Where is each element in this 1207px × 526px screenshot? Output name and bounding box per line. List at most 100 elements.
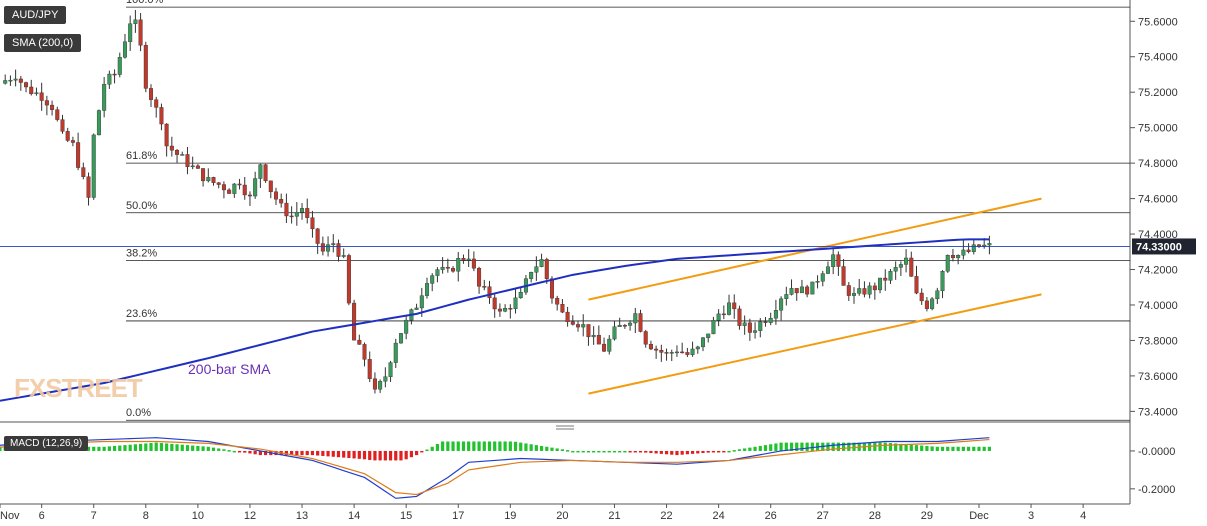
macd-histogram-bar <box>961 446 965 451</box>
candle-body <box>914 276 919 294</box>
macd-histogram-bar <box>966 446 971 451</box>
macd-histogram-bar <box>831 442 835 451</box>
time-tick-label: 27 <box>817 510 829 522</box>
candle-body <box>721 313 726 316</box>
candle-body <box>372 378 377 390</box>
price-tick-label: 74.2000 <box>1138 265 1178 277</box>
candle-body <box>263 164 268 182</box>
candle-body <box>628 322 633 326</box>
macd-histogram-bar <box>826 442 830 451</box>
time-tick-label: 20 <box>556 510 568 522</box>
candle-body <box>560 304 565 313</box>
candle-body <box>227 189 232 194</box>
candle-body <box>149 88 154 100</box>
candle-body <box>55 109 60 120</box>
macd-histogram-bar <box>373 450 377 461</box>
candle-body <box>810 281 815 295</box>
candle-body <box>966 249 971 252</box>
candle-body <box>753 330 758 333</box>
candle-body <box>320 243 325 252</box>
macd-histogram-bar <box>243 450 247 453</box>
macd-histogram-bar <box>472 441 476 451</box>
macd-histogram-bar <box>493 441 497 451</box>
candle-body <box>430 275 435 284</box>
candle-body <box>669 352 674 354</box>
macd-histogram-bar <box>883 442 887 451</box>
macd-histogram-bar <box>644 450 648 453</box>
candle-body <box>768 317 773 323</box>
macd-histogram-bar <box>878 442 882 451</box>
macd-histogram-bar <box>321 450 325 456</box>
fib-label: 38.2% <box>126 248 157 260</box>
macd-histogram-bar <box>982 446 986 451</box>
candle-body <box>576 324 581 328</box>
candle-body <box>466 258 471 261</box>
macd-histogram-bar <box>743 448 747 451</box>
macd-histogram-bar <box>675 450 679 456</box>
candle-body <box>50 104 55 110</box>
candle-body <box>878 277 883 291</box>
macd-histogram-bar <box>0 446 2 451</box>
candle-body <box>945 255 950 272</box>
macd-histogram-bar <box>206 446 210 451</box>
macd-histogram-bar <box>414 450 419 456</box>
candle-body <box>805 286 810 295</box>
candle-body <box>727 302 732 315</box>
price-tick-label: 75.6000 <box>1138 16 1178 28</box>
macd-histogram-bar <box>128 444 132 451</box>
macd-histogram-bar <box>909 444 913 451</box>
candle-body <box>201 168 206 182</box>
macd-histogram-bar <box>670 450 674 455</box>
macd-histogram-bar <box>404 450 408 460</box>
macd-histogram-bar <box>566 450 570 452</box>
macd-histogram-bar <box>482 441 486 451</box>
macd-histogram-bar <box>477 441 481 451</box>
last-price-box <box>1132 238 1196 255</box>
time-tick-label: 15 <box>400 510 412 522</box>
macd-histogram-bar <box>914 445 919 451</box>
candle-body <box>60 119 65 132</box>
candle-body <box>169 145 174 151</box>
fib-label: 23.6% <box>126 308 157 320</box>
candle-body <box>857 288 862 294</box>
candle-body <box>841 266 846 286</box>
candle-body <box>529 272 534 279</box>
macd-histogram-bar <box>217 448 221 451</box>
macd-histogram-bar <box>894 443 898 451</box>
macd-histogram-bar <box>170 443 174 451</box>
candle-body <box>190 165 195 168</box>
macd-histogram-bar <box>86 446 91 451</box>
candle-body <box>732 302 737 310</box>
macd-histogram-bar <box>232 450 236 453</box>
macd-histogram-bar <box>550 447 554 451</box>
macd-histogram-bar <box>284 450 289 456</box>
time-tick-label: 13 <box>296 510 308 522</box>
candle-body <box>898 264 903 268</box>
macd-histogram-bar <box>685 450 689 455</box>
price-tick-label: 75.4000 <box>1138 52 1178 64</box>
macd-histogram-bar <box>888 443 893 451</box>
macd-histogram-bar <box>940 446 945 451</box>
macd-histogram-bar <box>649 450 653 454</box>
candle-body <box>815 281 820 283</box>
macd-histogram-bar <box>435 444 440 451</box>
candle-body <box>716 313 721 321</box>
macd-histogram-bar <box>628 450 632 453</box>
candle-body <box>70 140 75 143</box>
macd-histogram-bar <box>211 447 216 451</box>
price-tick-label: 74.4000 <box>1138 229 1178 241</box>
macd-histogram-bar <box>581 450 585 453</box>
macd-histogram-bar <box>300 450 304 456</box>
candle-body <box>419 295 424 309</box>
macd-histogram-bar <box>185 445 190 451</box>
time-tick-label: 28 <box>869 510 881 522</box>
macd-histogram-bar <box>701 450 705 454</box>
candle-body <box>763 321 768 323</box>
macd-histogram-bar <box>847 442 851 451</box>
candle-body <box>414 307 419 310</box>
macd-histogram-bar <box>357 450 361 459</box>
macd-histogram-bar <box>331 450 335 457</box>
macd-histogram-bar <box>274 450 278 456</box>
macd-histogram-bar <box>612 450 617 453</box>
candle-body <box>461 258 466 261</box>
